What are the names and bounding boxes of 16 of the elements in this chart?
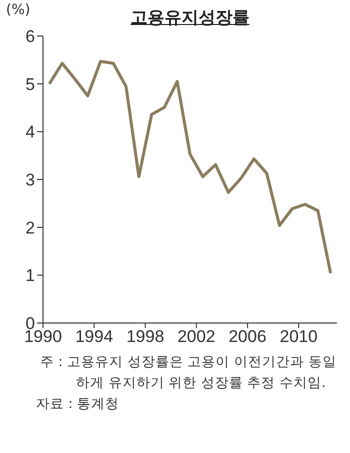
y-axis-title: (%) [6, 2, 30, 18]
x-tick-label: 1998 [126, 327, 164, 346]
y-tick-label: 6 [26, 27, 35, 46]
y-tick-label: 2 [26, 218, 35, 238]
text: 자료 : 통계청 [36, 395, 120, 414]
x-tick-label: 2006 [228, 327, 266, 346]
y-tick-label: 1 [26, 266, 35, 286]
chart-title: 고용유지성장률 [130, 8, 250, 28]
text: 주 : 고용유지 성장률은 고용이 이전기간과 동일하게 유지하기 위한 성장률 추정 수치임. [40, 353, 338, 393]
x-tick-label: 2010 [280, 327, 318, 346]
y-tick-label: 4 [26, 122, 35, 142]
line-series [48, 60, 332, 275]
y-tick-label: 3 [26, 170, 35, 190]
y-tick-label: 5 [26, 74, 35, 94]
x-tick-label: 1994 [75, 327, 114, 346]
x-tick-label: 2002 [177, 327, 216, 346]
